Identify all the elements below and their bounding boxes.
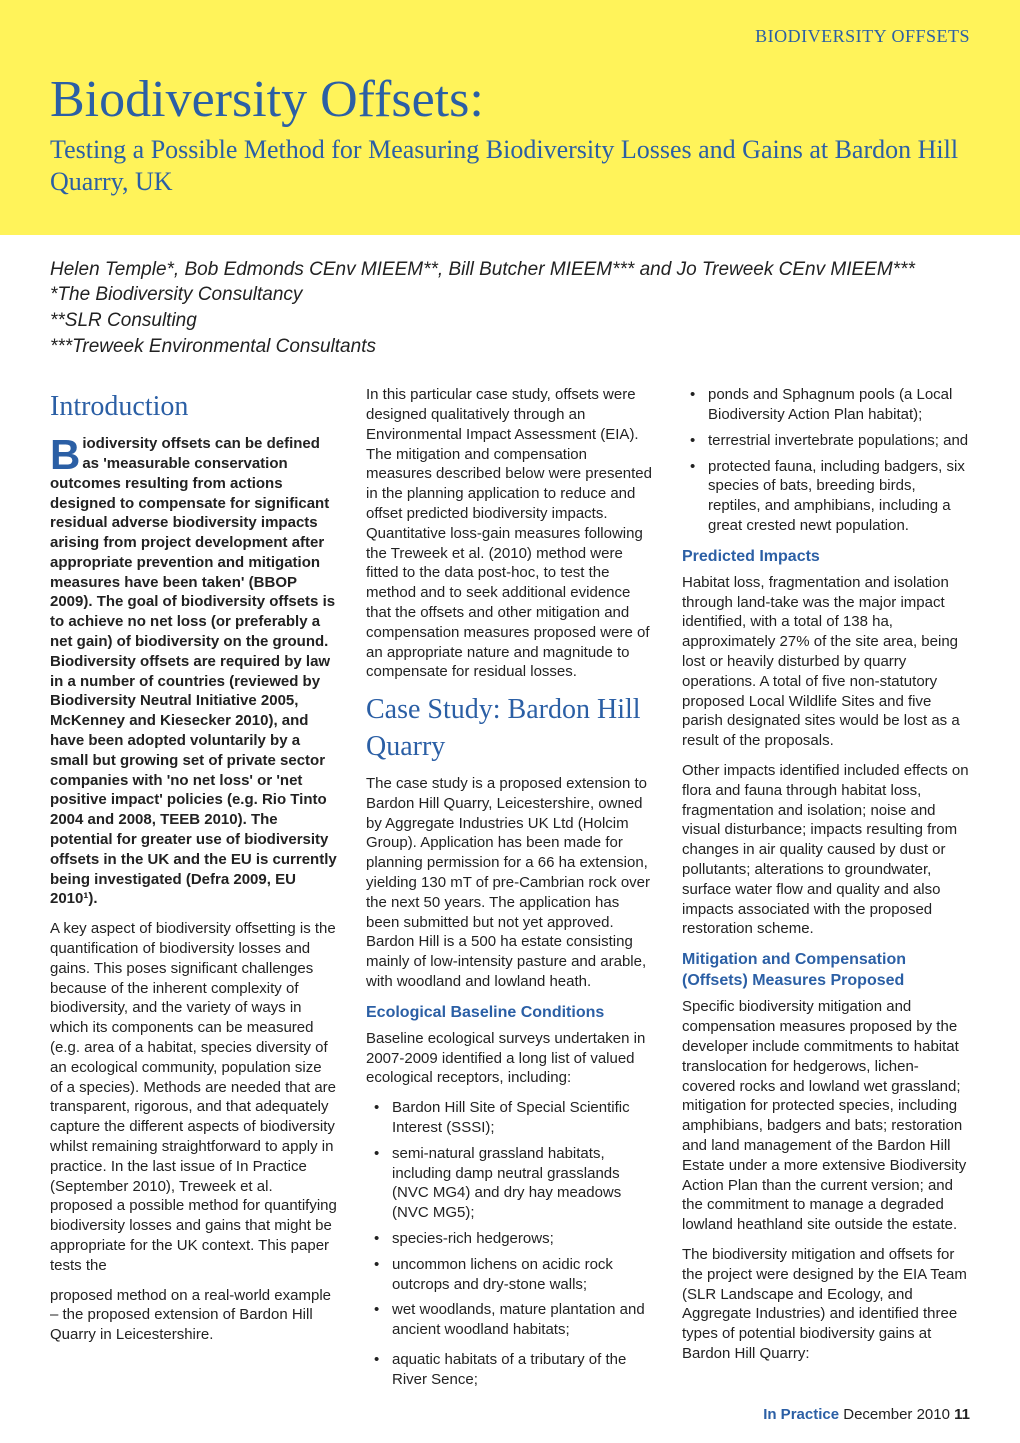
- intro-heading: Introduction: [50, 389, 338, 426]
- list-item: ponds and Sphagnum pools (a Local Biodiv…: [682, 385, 970, 425]
- article-subtitle: Testing a Possible Method for Measuring …: [50, 134, 970, 199]
- list-item: uncommon lichens on acidic rock outcrops…: [366, 1255, 654, 1295]
- affiliation-1: *The Biodiversity Consultancy: [50, 282, 970, 308]
- intro-col2-p2: In this particular case study, offsets w…: [366, 385, 654, 682]
- mitigation-heading: Mitigation and Compensation (Offsets) Me…: [682, 949, 970, 991]
- body-columns: Introduction Biodiversity offsets can be…: [0, 369, 1020, 1399]
- baseline-intro: Baseline ecological surveys undertaken i…: [366, 1029, 654, 1088]
- affiliation-2: **SLR Consulting: [50, 308, 970, 334]
- list-item: wet woodlands, mature plantation and anc…: [366, 1300, 654, 1340]
- footer-issue: December 2010: [843, 1406, 950, 1423]
- baseline-list-a: Bardon Hill Site of Special Scientific I…: [366, 1098, 654, 1340]
- intro-para-2: A key aspect of biodiversity offsetting …: [50, 919, 338, 1275]
- footer: In Practice December 2010 11: [0, 1400, 1020, 1443]
- impacts-p1: Habitat loss, fragmentation and isolatio…: [682, 573, 970, 751]
- authors-line: Helen Temple*, Bob Edmonds CEnv MIEEM**,…: [50, 257, 970, 283]
- mitigation-p2: The biodiversity mitigation and offsets …: [682, 1245, 970, 1364]
- list-item: semi-natural grassland habitats, includi…: [366, 1144, 654, 1223]
- footer-page-number: 11: [954, 1406, 970, 1423]
- intro-lead: Biodiversity offsets can be defined as '…: [50, 434, 338, 909]
- list-item: aquatic habitats of a tributary of the R…: [366, 1350, 654, 1390]
- footer-journal: In Practice: [763, 1406, 839, 1423]
- list-item: protected fauna, including badgers, six …: [682, 457, 970, 536]
- impacts-heading: Predicted Impacts: [682, 546, 970, 567]
- impacts-p2: Other impacts identified included effect…: [682, 761, 970, 939]
- intro-lead-text: iodiversity offsets can be defined as 'm…: [50, 435, 337, 907]
- page: BIODIVERSITY OFFSETS Biodiversity Offset…: [0, 0, 1020, 1443]
- dropcap: B: [50, 434, 82, 473]
- authors-block: Helen Temple*, Bob Edmonds CEnv MIEEM**,…: [0, 235, 1020, 370]
- intro-col2-p1: proposed method on a real-world example …: [50, 1286, 338, 1345]
- case-study-p1: The case study is a proposed extension t…: [366, 774, 654, 992]
- mitigation-p1: Specific biodiversity mitigation and com…: [682, 997, 970, 1235]
- list-item: species-rich hedgerows;: [366, 1229, 654, 1249]
- section-label: BIODIVERSITY OFFSETS: [50, 26, 970, 47]
- affiliation-3: ***Treweek Environmental Consultants: [50, 334, 970, 360]
- header-band: BIODIVERSITY OFFSETS Biodiversity Offset…: [0, 0, 1020, 235]
- list-item: terrestrial invertebrate populations; an…: [682, 431, 970, 451]
- list-item: Bardon Hill Site of Special Scientific I…: [366, 1098, 654, 1138]
- case-study-heading: Case Study: Bardon Hill Quarry: [366, 692, 654, 766]
- baseline-heading: Ecological Baseline Conditions: [366, 1002, 654, 1023]
- article-title: Biodiversity Offsets:: [50, 73, 970, 128]
